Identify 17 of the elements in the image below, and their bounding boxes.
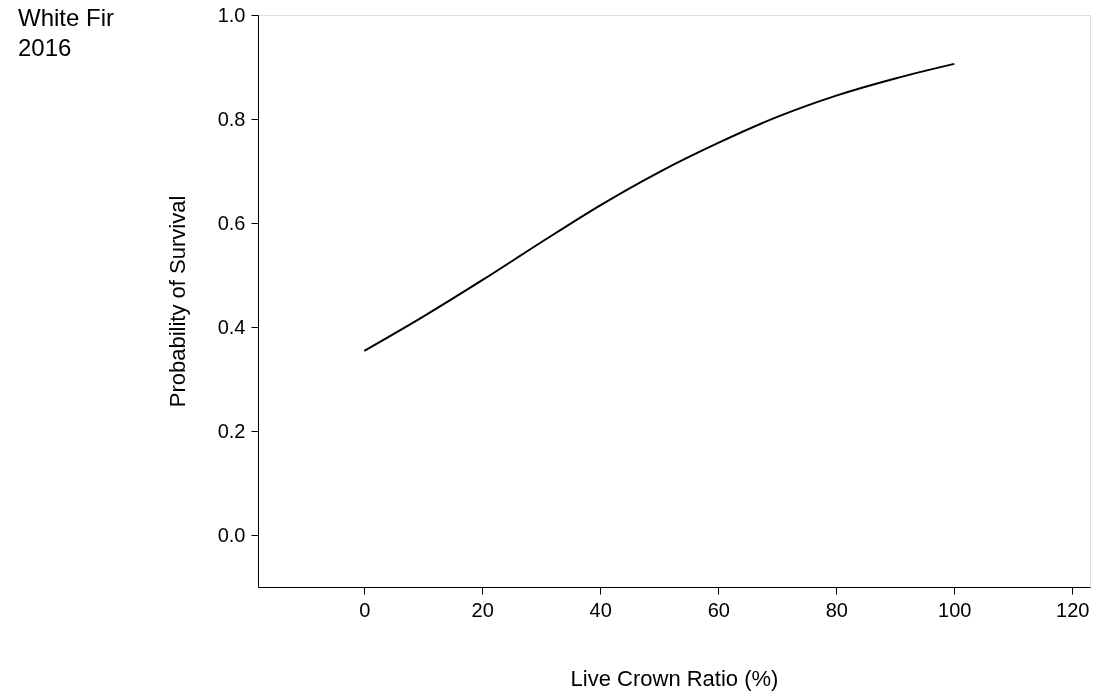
y-tick-label: 0.2 <box>217 419 246 442</box>
x-tick-label: 40 <box>589 598 612 621</box>
x-axis-title: Live Crown Ratio (%) <box>570 665 779 691</box>
y-tick-label: 0.6 <box>217 211 246 234</box>
x-tick-label: 80 <box>825 598 848 621</box>
x-tick-label: 120 <box>1056 598 1090 621</box>
x-tick-label: 100 <box>938 598 972 621</box>
x-tick-label: 60 <box>707 598 730 621</box>
y-tick-label: 0.8 <box>217 107 246 130</box>
text: White Fir 2016 <box>18 4 115 61</box>
x-tick-label: 0 <box>359 598 371 621</box>
x-tick-label: 20 <box>471 598 494 621</box>
y-axis-title: Probability of Survival <box>164 195 190 408</box>
y-tick-label: 1.0 <box>217 3 246 26</box>
y-tick-label: 0.4 <box>217 315 246 338</box>
y-tick-label: 0.0 <box>217 523 246 546</box>
line-series <box>363 62 956 352</box>
